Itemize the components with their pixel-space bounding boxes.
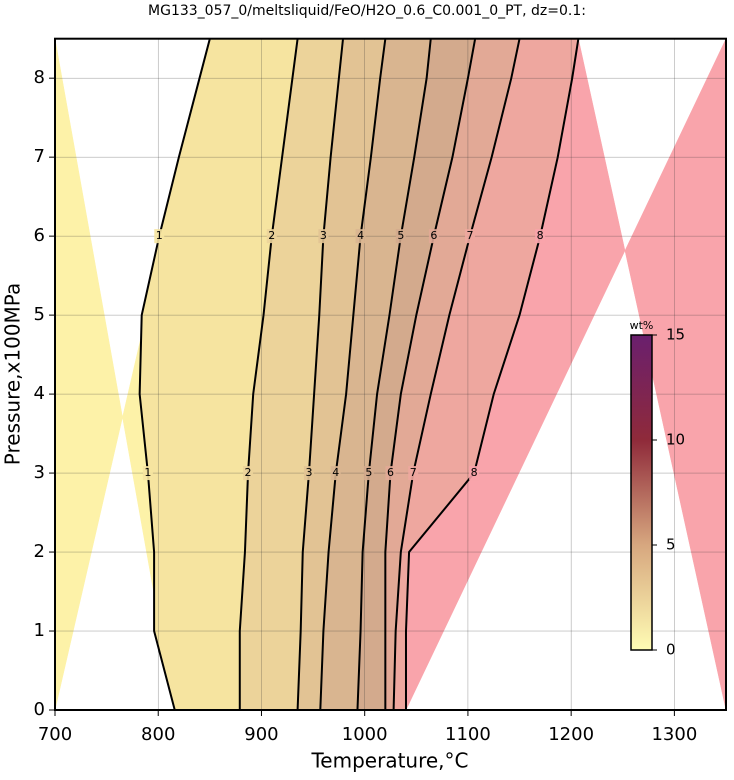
contour-label-bg [355,229,366,244]
contour-label: 1 [144,466,151,479]
contour-label: 2 [245,466,252,479]
contour-label: 3 [305,466,312,479]
x-tick-label: 1100 [445,724,491,745]
colorbar-tick-label: 0 [666,641,676,659]
contour-label: 6 [430,229,437,242]
x-axis-label: Temperature,°C [310,749,468,773]
x-tick-label: 800 [141,724,175,745]
contour-line [296,38,345,711]
contour-label-bg [154,229,165,244]
contour-label-bg [464,229,475,244]
contour-label-bg [142,466,153,481]
x-tick-label: 1300 [651,724,697,745]
contour-label: 4 [357,229,364,242]
contour-label: 5 [397,229,404,242]
y-tick-label: 3 [34,462,45,483]
x-tick-label: 1200 [548,724,594,745]
contour-line [138,38,211,711]
colorbar-tick-label: 15 [666,326,685,344]
contour-label-bg [266,229,277,244]
contour-line [404,38,580,710]
y-tick-label: 0 [34,699,45,720]
plot-frame [54,37,727,711]
contour-label: 2 [268,229,275,242]
contour-label-bg [408,466,419,481]
contour-label: 1 [156,229,163,242]
contour-label-bg [243,466,254,481]
contour-label-bg [330,466,341,481]
contour-label: 6 [387,466,394,479]
contour-line [356,38,432,711]
x-tick-label: 900 [244,724,278,745]
contour-label-bg [535,229,546,244]
contour-label: 8 [471,466,478,479]
y-tick-label: 7 [34,146,45,167]
contour-label: 3 [320,229,327,242]
contour-label: 5 [365,466,372,479]
y-tick-label: 2 [34,541,45,562]
contour-line [319,38,387,711]
contour-label-bg [318,229,329,244]
contour-line [238,38,299,710]
contour-label: 4 [332,466,339,479]
y-tick-label: 6 [34,225,45,246]
contour-line [392,38,521,711]
colorbar [630,334,653,651]
colorbar-tick-label: 10 [666,431,685,449]
contour-label: 7 [410,466,417,479]
colorbar-label: wt% [630,319,654,332]
colorbar-tick-label: 5 [666,536,676,554]
y-tick-label: 8 [34,67,45,88]
contour-label-bg [363,466,374,481]
x-tick-label: 700 [38,724,72,745]
contour-label-bg [385,466,396,481]
contour-label-bg [395,229,406,244]
contour-label: 8 [537,229,544,242]
contour-label-bg [469,466,480,481]
y-axis-label: Pressure,x100MPa [1,283,25,465]
contour-label: 7 [466,229,473,242]
contour-label-bg [428,229,439,244]
y-tick-label: 1 [34,620,45,641]
x-tick-label: 1000 [342,724,388,745]
chart-title: MG133_057_0/meltsliquid/FeO/H2O_0.6_C0.0… [148,3,586,19]
contour-line [384,38,477,710]
y-tick-label: 5 [34,304,45,325]
contour-label-bg [303,466,314,481]
y-tick-label: 4 [34,383,45,404]
